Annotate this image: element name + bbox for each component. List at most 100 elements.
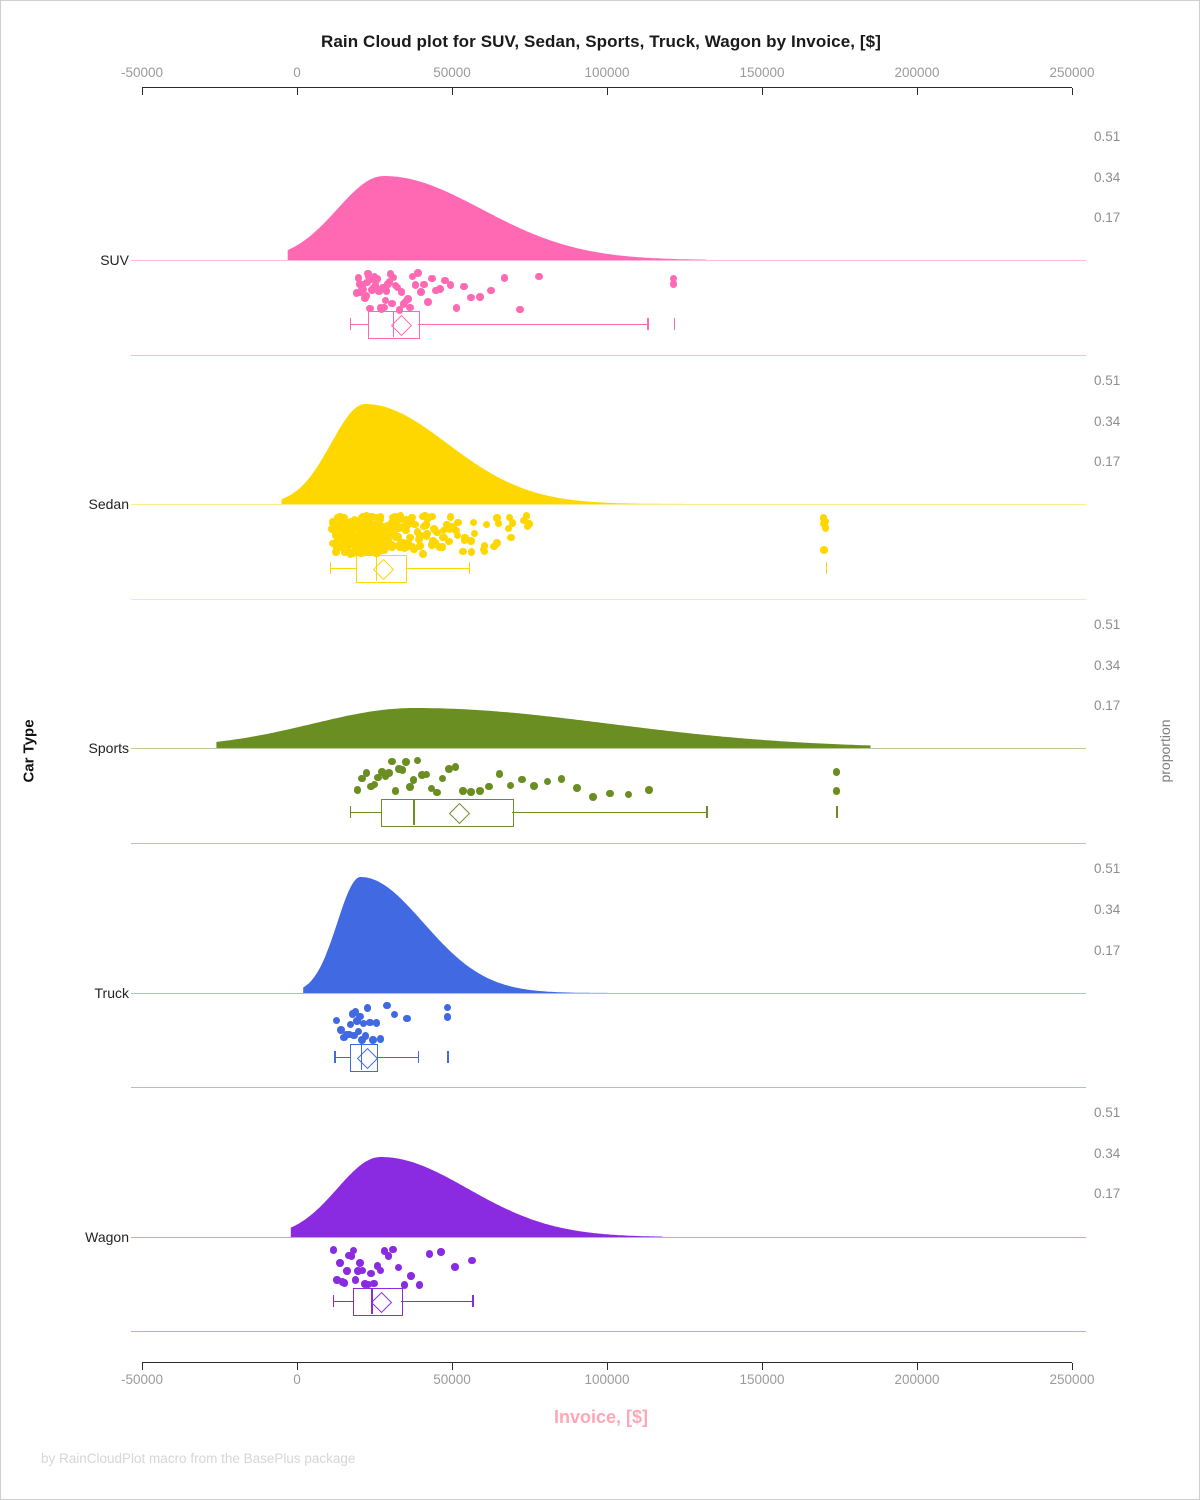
rain-dot <box>388 299 396 308</box>
rain-dot <box>396 543 404 552</box>
proportion-tick-label: 0.17 <box>1094 1186 1121 1201</box>
chart-title: Rain Cloud plot for SUV, Sedan, Sports, … <box>321 32 881 51</box>
rain-dot <box>340 541 348 549</box>
x-axis-tick-label: 250000 <box>1049 1372 1095 1387</box>
rain-dot <box>328 518 337 526</box>
rain-dot <box>353 541 361 549</box>
rain-dot <box>357 549 365 557</box>
rain-dot <box>359 540 367 548</box>
rain-dot <box>374 285 382 294</box>
rain-dot <box>359 529 367 538</box>
proportion-tick-label: 0.34 <box>1094 1146 1121 1161</box>
panel-baseline <box>131 748 1086 750</box>
rain-dot <box>365 517 373 526</box>
rain-dot <box>645 786 653 794</box>
rain-dot <box>530 782 538 790</box>
rain-dot <box>372 549 380 557</box>
rain-dot <box>357 543 365 552</box>
rain-dot <box>375 529 383 538</box>
rain-dot <box>408 542 417 551</box>
rain-dot <box>379 542 388 550</box>
rain-dot <box>364 1280 372 1289</box>
x-axis-tick <box>1072 1363 1073 1370</box>
rain-dot <box>374 542 383 551</box>
rain-dot <box>361 1280 369 1288</box>
rain-dot <box>340 545 348 553</box>
x-axis-tick-label: 100000 <box>584 65 630 80</box>
rain-dot <box>353 542 362 550</box>
rain-dot <box>356 531 365 539</box>
rain-dot <box>367 1269 375 1278</box>
rain-dot <box>383 1001 391 1010</box>
rain-dot <box>353 1017 361 1025</box>
rain-dot <box>490 542 498 551</box>
rain-dot <box>348 534 356 543</box>
rain-dot <box>423 515 432 524</box>
box-median-line <box>376 555 378 581</box>
rain-dot <box>368 512 376 521</box>
rain-dot <box>493 514 501 522</box>
rain-dot <box>364 269 372 278</box>
box-median-line <box>371 1288 373 1314</box>
category-label-suv: SUV <box>100 252 129 268</box>
rain-dot <box>358 523 366 532</box>
rain-dot <box>363 278 371 287</box>
rain-dot <box>493 539 501 547</box>
rain-dot <box>371 526 379 534</box>
rain-dot <box>371 520 380 529</box>
rain-dot <box>397 288 406 296</box>
rain-dot <box>404 519 413 528</box>
rain-dot <box>382 287 391 295</box>
rain-dot <box>348 527 357 535</box>
rain-dot <box>345 1251 353 1260</box>
rain-dot <box>394 533 402 542</box>
rain-dot <box>400 544 409 553</box>
rain-dot <box>359 1019 368 1028</box>
x-axis-tick-label: -50000 <box>120 65 164 80</box>
rain-dot <box>377 545 386 553</box>
rain-dot <box>396 539 405 547</box>
rain-dot <box>367 782 375 791</box>
rain-dot <box>380 543 389 552</box>
rain-dot <box>347 535 355 544</box>
rain-dot <box>328 525 336 533</box>
rain-dot <box>433 788 441 797</box>
rain-dot <box>399 538 407 547</box>
rain-dot <box>589 793 597 801</box>
proportion-tick-label: 0.51 <box>1094 861 1121 876</box>
rain-dot <box>366 533 375 541</box>
rain-dot <box>430 525 438 533</box>
rain-dot <box>351 1008 360 1016</box>
rain-dot <box>421 512 429 520</box>
rain-dot <box>345 518 353 527</box>
x-axis-bottom: -50000 0 50000 100000 150000 200000 250000 <box>1 1 1199 1387</box>
rain-dot <box>358 283 366 291</box>
rain-dot <box>380 1247 389 1255</box>
rain-dot <box>336 531 344 540</box>
rain-dot <box>359 285 368 294</box>
rain-dot <box>374 773 382 782</box>
rain-dot <box>344 526 352 534</box>
rain-dot <box>370 541 379 550</box>
rain-dot <box>408 272 417 281</box>
rain-dot <box>370 1279 378 1288</box>
proportion-tick-label: 0.17 <box>1094 454 1121 469</box>
rain-dot <box>363 523 371 531</box>
rain-dot <box>372 513 380 522</box>
x-axis-top: -50000 0 50000 100000 150000 200000 250000 <box>1 1 1199 95</box>
rain-dot <box>367 542 375 550</box>
rain-dot <box>359 522 367 530</box>
rain-dot <box>370 780 379 789</box>
rain-dot <box>361 529 369 537</box>
rain-dot <box>355 530 364 539</box>
rain-dot <box>393 283 402 292</box>
rain-dot <box>364 526 373 534</box>
rain-dot <box>451 763 460 771</box>
rain-dot <box>378 545 387 553</box>
rain-dot <box>427 784 436 793</box>
rain-dot <box>350 533 358 541</box>
rain-dot <box>443 521 451 529</box>
proportion-tick-label: 0.51 <box>1094 617 1121 632</box>
proportion-tick-label: 0.34 <box>1094 170 1121 185</box>
rain-dot <box>504 524 513 533</box>
